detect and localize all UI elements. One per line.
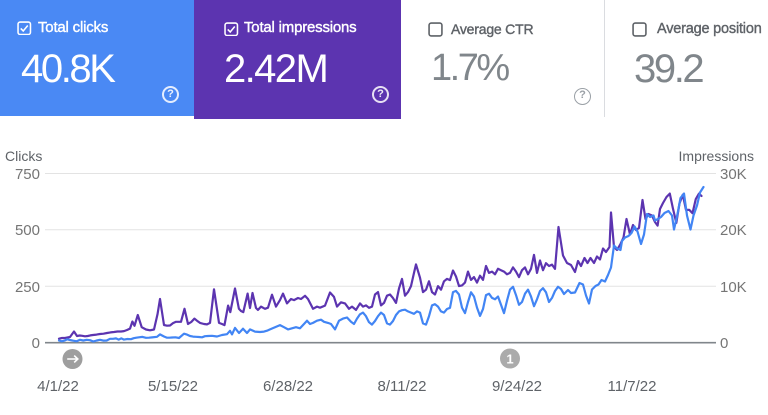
svg-text:1: 1: [506, 352, 513, 367]
